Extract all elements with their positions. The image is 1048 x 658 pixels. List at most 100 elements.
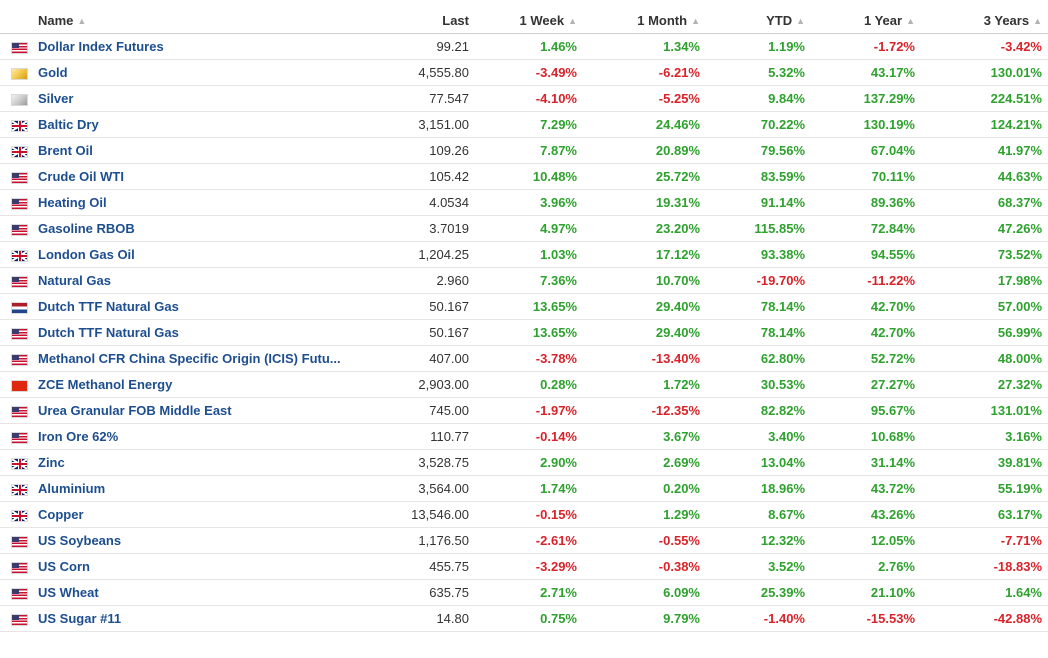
ytd-cell: 82.82%: [706, 397, 811, 424]
ytd-cell: 12.32%: [706, 527, 811, 554]
flag-cell: [0, 501, 30, 528]
1-week-cell: 13.65%: [475, 319, 583, 346]
instrument-name-link[interactable]: Baltic Dry: [38, 117, 99, 132]
name-cell: Dutch TTF Natural Gas: [30, 319, 350, 346]
name-cell: Heating Oil: [30, 189, 350, 216]
table-row: Zinc 3,528.75 2.90% 2.69% 13.04% 31.14% …: [0, 449, 1048, 476]
1-month-cell: 9.79%: [583, 605, 706, 632]
instrument-name-link[interactable]: Urea Granular FOB Middle East: [38, 403, 232, 418]
ytd-cell: 83.59%: [706, 163, 811, 190]
last-cell: 13,546.00: [350, 501, 475, 528]
last-header-label: Last: [442, 12, 469, 28]
instrument-name-link[interactable]: US Corn: [38, 559, 90, 574]
table-row: US Wheat 635.75 2.71% 6.09% 25.39% 21.10…: [0, 579, 1048, 606]
flag-cell: [0, 293, 30, 320]
table-row: London Gas Oil 1,204.25 1.03% 17.12% 93.…: [0, 241, 1048, 268]
uk-flag-icon: [12, 458, 27, 469]
1-week-cell: 1.03%: [475, 241, 583, 268]
commodities-performance-table: Name ▲︎ Last 1 Week ▲︎ 1 Month ▲︎ YTD ▲︎ 1 Y…: [0, 7, 1048, 632]
name-cell: Gasoline RBOB: [30, 215, 350, 242]
sort-icon[interactable]: ▲︎: [568, 15, 577, 26]
3-years-column-header[interactable]: 3 Years ▲︎: [921, 7, 1048, 34]
instrument-name-link[interactable]: Gasoline RBOB: [38, 221, 135, 236]
3-years-cell: 124.21%: [921, 111, 1048, 138]
name-cell: Dollar Index Futures: [30, 33, 350, 60]
last-column-header[interactable]: Last: [350, 7, 475, 34]
instrument-name-link[interactable]: Natural Gas: [38, 273, 111, 288]
last-cell: 105.42: [350, 163, 475, 190]
1-year-cell: 72.84%: [811, 215, 921, 242]
instrument-name-link[interactable]: Dutch TTF Natural Gas: [38, 325, 179, 340]
ytd-cell: 91.14%: [706, 189, 811, 216]
1-year-cell: 67.04%: [811, 137, 921, 164]
us-flag-icon: [12, 224, 27, 235]
table-row: ZCE Methanol Energy 2,903.00 0.28% 1.72%…: [0, 371, 1048, 398]
1-year-cell: 95.67%: [811, 397, 921, 424]
1-week-cell: 3.96%: [475, 189, 583, 216]
ytd-cell: -1.40%: [706, 605, 811, 632]
1-month-cell: -5.25%: [583, 85, 706, 112]
uk-flag-icon: [12, 120, 27, 131]
ytd-cell: 3.40%: [706, 423, 811, 450]
1-week-cell: 1.74%: [475, 475, 583, 502]
ytd-column-header[interactable]: YTD ▲︎: [706, 7, 811, 34]
3-years-cell: 44.63%: [921, 163, 1048, 190]
instrument-name-link[interactable]: US Wheat: [38, 585, 99, 600]
name-cell: Urea Granular FOB Middle East: [30, 397, 350, 424]
instrument-name-link[interactable]: Crude Oil WTI: [38, 169, 124, 184]
sort-icon[interactable]: ▲︎: [796, 15, 805, 26]
name-column-header[interactable]: Name ▲︎: [30, 7, 350, 34]
instrument-name-link[interactable]: Brent Oil: [38, 143, 93, 158]
uk-flag-icon: [12, 250, 27, 261]
1-week-cell: 2.71%: [475, 579, 583, 606]
table-row: Aluminium 3,564.00 1.74% 0.20% 18.96% 43…: [0, 475, 1048, 502]
name-cell: Copper: [30, 501, 350, 528]
flag-cell: [0, 267, 30, 294]
1-month-column-header[interactable]: 1 Month ▲︎: [583, 7, 706, 34]
last-cell: 745.00: [350, 397, 475, 424]
us-flag-icon: [12, 588, 27, 599]
instrument-name-link[interactable]: Dollar Index Futures: [38, 39, 164, 54]
last-cell: 455.75: [350, 553, 475, 580]
1-year-column-header[interactable]: 1 Year ▲︎: [811, 7, 921, 34]
instrument-name-link[interactable]: Zinc: [38, 455, 65, 470]
sort-icon[interactable]: ▲︎: [1033, 15, 1042, 26]
instrument-name-link[interactable]: Copper: [38, 507, 84, 522]
flag-cell: [0, 475, 30, 502]
instrument-name-link[interactable]: ZCE Methanol Energy: [38, 377, 173, 392]
instrument-name-link[interactable]: London Gas Oil: [38, 247, 135, 262]
sort-icon[interactable]: ▲︎: [906, 15, 915, 26]
flag-cell: [0, 579, 30, 606]
flag-cell: [0, 215, 30, 242]
flag-cell: [0, 85, 30, 112]
1-week-column-header[interactable]: 1 Week ▲︎: [475, 7, 583, 34]
us-flag-icon: [12, 42, 27, 53]
ytd-header-label: YTD: [766, 12, 793, 28]
sort-icon[interactable]: ▲︎: [691, 15, 700, 26]
last-cell: 2.960: [350, 267, 475, 294]
1-month-cell: 2.69%: [583, 449, 706, 476]
instrument-name-link[interactable]: Gold: [38, 65, 68, 80]
flag-cell: [0, 163, 30, 190]
table-row: Crude Oil WTI 105.42 10.48% 25.72% 83.59…: [0, 163, 1048, 190]
1-year-cell: 10.68%: [811, 423, 921, 450]
instrument-name-link[interactable]: Iron Ore 62%: [38, 429, 119, 444]
instrument-name-link[interactable]: Dutch TTF Natural Gas: [38, 299, 179, 314]
1-year-cell: 52.72%: [811, 345, 921, 372]
instrument-name-link[interactable]: Silver: [38, 91, 74, 106]
last-cell: 3,528.75: [350, 449, 475, 476]
1-month-header-label: 1 Month: [637, 12, 688, 28]
sort-icon[interactable]: ▲︎: [77, 15, 87, 26]
table-row: Iron Ore 62% 110.77 -0.14% 3.67% 3.40% 1…: [0, 423, 1048, 450]
instrument-name-link[interactable]: Heating Oil: [38, 195, 107, 210]
table-header-row: Name ▲︎ Last 1 Week ▲︎ 1 Month ▲︎ YTD ▲︎ 1 Y…: [0, 7, 1048, 34]
instrument-name-link[interactable]: Aluminium: [38, 481, 106, 496]
instrument-name-link[interactable]: Methanol CFR China Specific Origin (ICIS…: [38, 351, 341, 366]
last-cell: 3,564.00: [350, 475, 475, 502]
ytd-cell: 62.80%: [706, 345, 811, 372]
1-year-cell: -1.72%: [811, 33, 921, 60]
1-week-cell: -0.15%: [475, 501, 583, 528]
us-flag-icon: [12, 614, 27, 625]
instrument-name-link[interactable]: US Sugar #11: [38, 611, 122, 626]
instrument-name-link[interactable]: US Soybeans: [38, 533, 122, 548]
